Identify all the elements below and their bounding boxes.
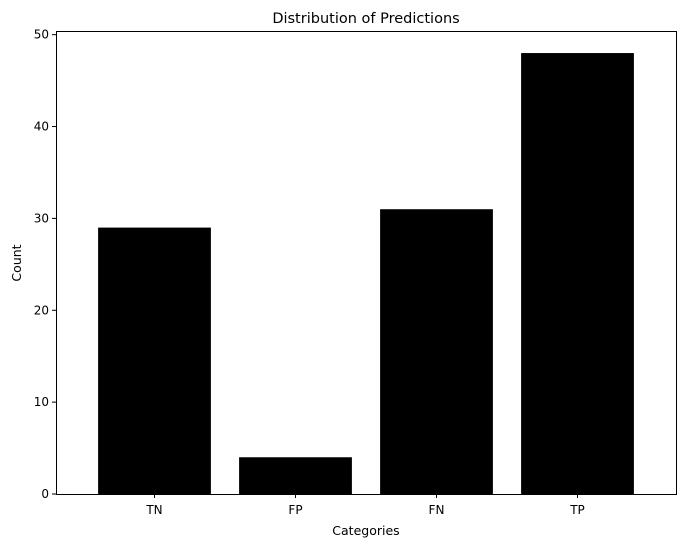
chart-title: Distribution of Predictions <box>272 11 459 27</box>
bar-fp <box>239 457 352 494</box>
y-tick-label: 30 <box>34 211 49 225</box>
y-tick-label: 20 <box>34 303 49 317</box>
plot-area-frame <box>56 31 677 495</box>
x-tick-label: TP <box>569 503 585 517</box>
bar-tn <box>98 227 211 495</box>
x-axis-label: Categories <box>332 523 399 538</box>
y-tick-label: 0 <box>41 487 49 501</box>
y-axis-ticks: 0 10 20 30 40 50 <box>34 28 56 501</box>
y-tick-label: 40 <box>34 120 49 134</box>
x-axis-ticks: TN FP FN TP <box>145 494 585 517</box>
y-axis-label: Count <box>9 244 24 281</box>
bar-tp <box>521 53 634 495</box>
bar-fn <box>380 209 493 494</box>
y-tick-label: 50 <box>34 28 49 42</box>
x-tick-label: FN <box>429 503 445 517</box>
x-tick-label: TN <box>145 503 162 517</box>
bars-group <box>98 53 634 495</box>
x-tick-label: FP <box>288 503 302 517</box>
y-tick-label: 10 <box>34 395 49 409</box>
